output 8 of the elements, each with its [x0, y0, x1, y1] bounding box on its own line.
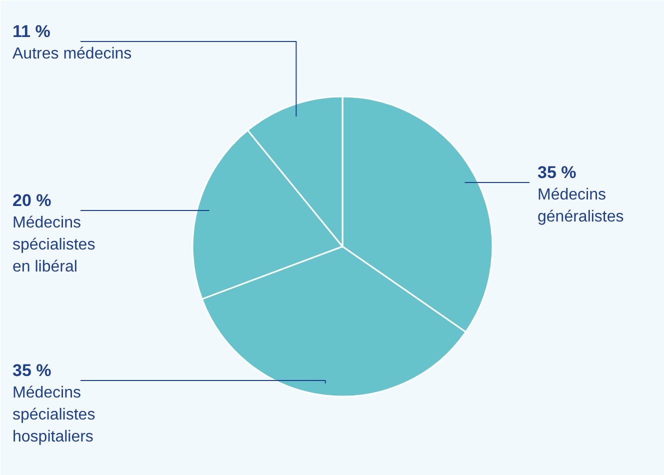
slice-label: Autres médecins — [12, 46, 132, 62]
slice-label: Médecins spécialistes en libéral — [12, 214, 96, 276]
data-label: 20 % — [12, 190, 52, 210]
data-label: 35 % — [12, 361, 52, 380]
slice-label: Médecins généralistes — [538, 186, 624, 226]
data-label: 11 % — [12, 22, 50, 41]
slice-label: Médecins spécialistes hospitaliers — [12, 384, 96, 446]
data-label: 35 % — [538, 163, 576, 182]
